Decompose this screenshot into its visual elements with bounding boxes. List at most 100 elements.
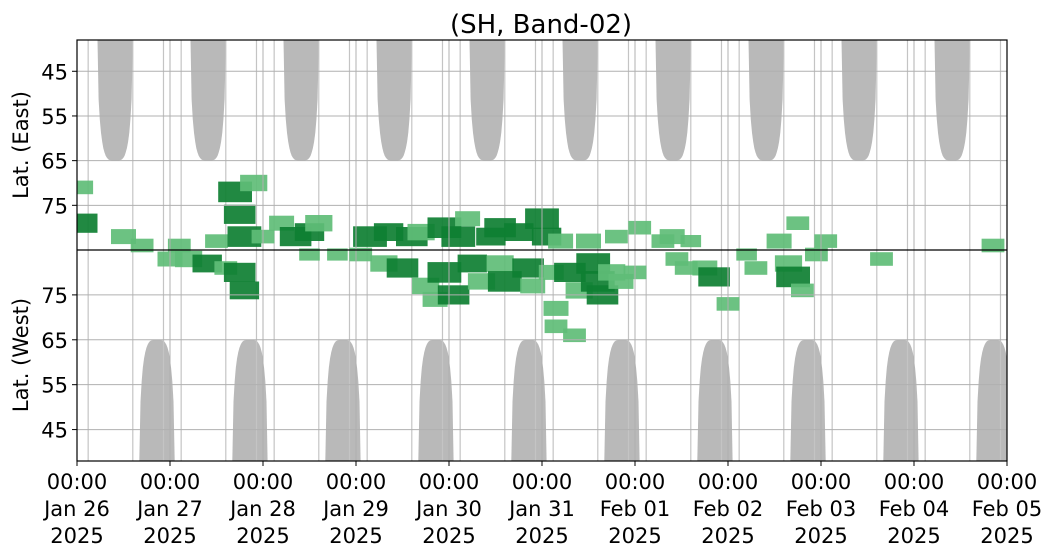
activity-cell-23 [349,247,373,262]
activity-cell-79 [805,247,828,262]
activity-cell-80 [814,234,838,248]
night-shading-west-2 [325,339,361,461]
x-tick-label: 2025 [887,524,940,548]
chart-title: (SH, Band-02) [450,10,632,40]
y-tick-label-east: 45 [41,60,68,84]
night-shading-west-5 [604,339,640,461]
y-axis-label-east: Lat. (East) [9,91,33,199]
x-tick-label: 00:00 [977,470,1038,494]
activity-cell-70 [698,267,730,287]
x-tick-label: 2025 [50,524,103,548]
night-shading-east-3 [376,40,412,161]
x-tick-label: 00:00 [884,470,945,494]
activity-cell-11 [223,204,256,224]
activity-cell-20 [305,215,333,232]
y-tick-label-east: 65 [41,150,68,174]
x-tick-label: 2025 [701,524,754,548]
x-tick-label: 00:00 [233,470,294,494]
x-tick-label: 2025 [236,524,289,548]
night-shading-east-5 [562,40,598,161]
activity-cell-68 [680,235,702,248]
x-tick-label: Jan 31 [507,497,575,521]
activity-cell-3 [130,238,154,253]
x-tick-label: 00:00 [326,470,387,494]
x-tick-label: 00:00 [605,470,666,494]
x-tick-label: 00:00 [698,470,759,494]
x-tick-label: Feb 02 [693,497,764,521]
activity-cell-17 [269,215,295,231]
x-tick-label: 2025 [329,524,382,548]
night-shading-east-1 [190,40,226,161]
y-tick-label-west: 45 [41,419,68,443]
night-shading-west-8 [883,339,919,461]
y-tick-label-west: 65 [41,329,68,353]
activity-cell-44 [512,258,544,278]
x-tick-label: 2025 [980,524,1033,548]
activity-cell-25 [373,223,404,241]
night-shading-east-4 [469,40,505,161]
x-tick-label: Feb 05 [972,497,1043,521]
activity-cell-65 [659,229,685,245]
activity-cell-61 [605,229,628,244]
x-tick-label: 2025 [515,524,568,548]
activity-cell-22 [327,248,348,261]
night-shading-east-9 [934,40,970,161]
activity-cell-82 [981,238,1005,253]
activity-cell-5 [167,238,191,253]
night-shading-east-8 [841,40,877,161]
x-tick-label: 00:00 [140,470,201,494]
axes: 45 55 65 75 75 65 55 45 00:00 Jan 26 2025 00:00 Jan … [41,39,1043,548]
x-tick-label: 2025 [422,524,475,548]
night-shading-west-4 [511,339,547,461]
x-tick-label: Jan 30 [414,497,482,521]
night-shading-west-7 [790,339,826,461]
night-shading-east-0 [97,40,133,161]
activity-cell-72 [736,248,757,261]
activity-cell-67 [674,261,698,275]
x-tick-label: Feb 04 [879,497,950,521]
activity-cell-81 [870,252,893,266]
night-shading-east-2 [283,40,319,161]
x-tick-label: 00:00 [791,470,852,494]
activity-cell-73 [744,261,768,275]
y-tick-label-west: 55 [41,374,68,398]
x-tick-label: Jan 28 [228,497,296,521]
x-tick-label: 00:00 [419,470,480,494]
activity-cell-21 [299,248,320,261]
x-tick-label: 2025 [608,524,661,548]
activity-cell-74 [766,233,792,249]
x-tick-label: 00:00 [47,470,108,494]
night-shading-west-9 [976,339,1007,461]
plot-content [77,40,1007,461]
plot-area [77,40,1007,461]
activity-cell-51 [544,319,568,334]
activity-cell-37 [457,254,487,273]
x-tick-label: Feb 01 [600,497,671,521]
x-tick-label: 2025 [794,524,847,548]
night-shading-west-6 [697,339,733,461]
activity-cell-54 [563,328,586,343]
x-tick-label: 2025 [143,524,196,548]
activity-cell-2 [111,229,136,245]
x-tick-label: Jan 27 [135,497,203,521]
night-shading-east-6 [655,40,691,161]
activity-cell-55 [576,233,601,249]
activity-cell-9 [205,234,228,248]
activity-cell-1 [77,180,94,195]
activity-cell-0 [77,213,98,233]
x-tick-label: Feb 03 [786,497,857,521]
activity-cell-50 [543,300,569,316]
y-tick-label-east: 75 [41,194,68,218]
x-tick-label: 00:00 [512,470,573,494]
activity-cell-33 [427,262,462,283]
activity-cell-76 [776,266,810,288]
x-tick-label: Jan 26 [42,497,110,521]
y-axis-label-west: Lat. (West) [9,298,33,412]
activity-cell-49 [548,233,574,249]
activity-cell-78 [791,283,814,298]
activity-cell-45 [520,278,546,294]
y-tick-label-east: 55 [41,105,68,129]
night-shading-west-0 [139,339,175,461]
